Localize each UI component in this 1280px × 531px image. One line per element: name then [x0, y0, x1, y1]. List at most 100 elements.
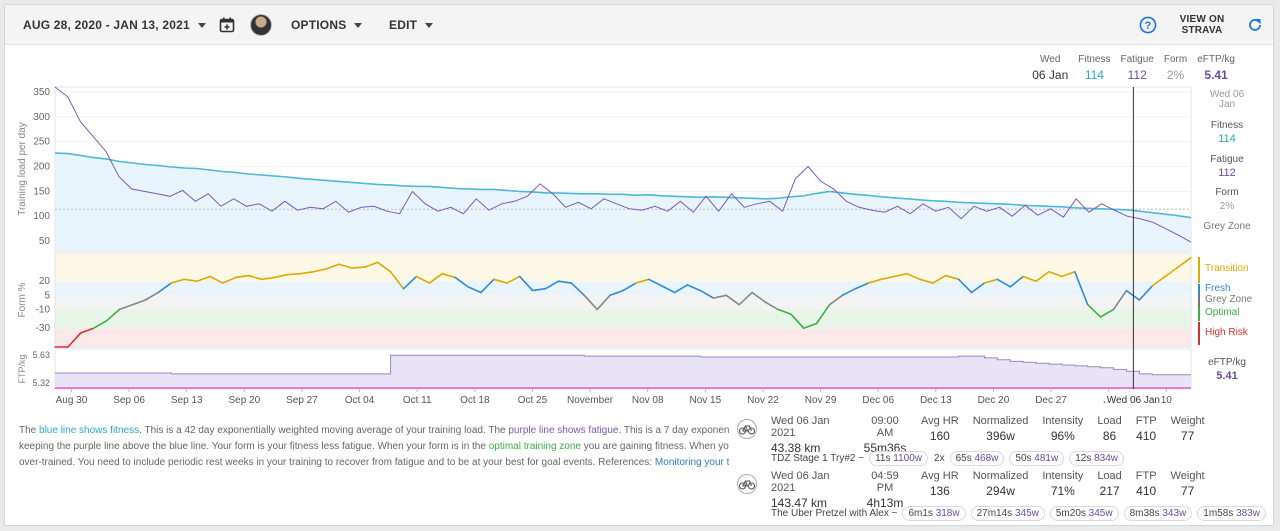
form-line-segment: [596, 294, 611, 311]
form-line-segment: [260, 276, 276, 281]
form-line-segment: [376, 261, 392, 273]
load-tick-label: 150: [33, 186, 50, 197]
fitness-card: AUG 28, 2020 - JAN 13, 2021 OPTIONS EDIT…: [4, 4, 1274, 526]
form-axis-label: Form %: [17, 282, 28, 317]
form-line-segment: [222, 276, 237, 284]
x-tick-label: Aug 30: [56, 395, 88, 406]
form-line-segment: [80, 327, 95, 334]
cursor-label-bg: [1105, 392, 1162, 406]
form-line-segment: [157, 282, 172, 294]
form-line-segment: [364, 261, 379, 268]
form-line-segment: [1099, 308, 1115, 318]
form-line-segment: [660, 285, 676, 294]
form-line-segment: [970, 282, 986, 294]
summary-form: Form 2%: [1163, 54, 1188, 82]
x-tick-label: Nov 15: [689, 395, 721, 406]
form-line-segment: [415, 275, 431, 284]
form-line-segment: [725, 294, 740, 306]
x-tick-label: Dec 20: [978, 395, 1010, 406]
refresh-icon: [1249, 19, 1261, 31]
interval-chip[interactable]: 65s 468w: [949, 451, 1005, 466]
form-line-segment: [828, 294, 844, 306]
form-zone-band: [55, 281, 1191, 296]
form-line-segment: [699, 289, 715, 299]
form-line-segment: [67, 332, 82, 348]
form-line-segment: [1035, 270, 1050, 283]
interval-chip[interactable]: 6m1s 318w: [902, 506, 966, 521]
view-on-strava-button[interactable]: VIEW ON STRAVA: [1175, 5, 1229, 45]
legend-fresh: Fresh: [1205, 283, 1231, 294]
interval-chip[interactable]: 11s 1100w: [869, 451, 929, 466]
form-line-segment: [880, 275, 895, 281]
x-tick-label: Dec 13: [920, 395, 952, 406]
legend-fitness-label: Fitness: [1211, 120, 1243, 131]
form-zone-band: [55, 309, 1191, 329]
fitness-area: [55, 153, 1191, 251]
form-line-segment: [312, 268, 327, 273]
calendar-button[interactable]: [219, 5, 235, 45]
cursor-date-label: Wed 06 Jan: [1107, 395, 1160, 406]
form-line-segment: [351, 266, 366, 269]
form-line-segment: [493, 278, 508, 284]
form-line-segment: [389, 270, 405, 290]
options-dropdown[interactable]: OPTIONS: [291, 5, 363, 45]
help-icon: ?: [1139, 16, 1157, 34]
form-line-segment: [1074, 270, 1089, 306]
form-line-segment: [131, 299, 147, 306]
chevron-down-icon: [425, 22, 434, 28]
refresh-button[interactable]: [1247, 5, 1263, 45]
form-line-segment: [247, 274, 263, 281]
form-line-segment: [919, 278, 934, 284]
form-line-segment: [673, 284, 689, 294]
date-range-dropdown[interactable]: AUG 28, 2020 - JAN 13, 2021: [23, 5, 206, 45]
x-tick-label: Oct 25: [518, 395, 548, 406]
form-line-segment: [480, 278, 495, 294]
form-line-segment: [622, 282, 637, 292]
interval-chip[interactable]: 5m20s 345w: [1049, 506, 1119, 521]
legend-optimal: Optimal: [1205, 307, 1239, 318]
form-tick-label: 20: [39, 276, 51, 287]
form-line-segment: [506, 275, 521, 284]
legend-date: Wed 06: [1210, 89, 1245, 100]
interval-chip[interactable]: 12s 834w: [1069, 451, 1125, 466]
form-line-segment: [531, 287, 547, 292]
load-axis-label: Training load per day: [17, 122, 28, 216]
form-line-segment: [648, 278, 663, 287]
form-line-segment: [1048, 270, 1063, 278]
form-line-segment: [299, 270, 314, 275]
form-line-segment: [196, 275, 211, 283]
fitness-text: blue line shows fitness: [39, 425, 140, 436]
form-line-segment: [544, 280, 560, 290]
form-line-segment: [777, 308, 792, 315]
form-line-segment: [1177, 256, 1192, 268]
form-zone-band: [55, 253, 1191, 282]
fitness-line: [54, 152, 1192, 219]
form-line-segment: [790, 313, 805, 330]
interval-chip[interactable]: 50s 481w: [1009, 451, 1065, 466]
view-on-strava-line2: STRAVA: [1181, 25, 1223, 36]
x-axis: Aug 30 Sep 06 Sep 13 Sep 20 Sep 27 Oct 04 Oct …: [56, 389, 1172, 406]
interval-chip[interactable]: 1m58s 383w: [1197, 506, 1266, 521]
form-line-segment: [402, 275, 418, 290]
form-line-segment: [1009, 275, 1024, 288]
form-line-segment: [1112, 289, 1128, 311]
x-tick-label: Oct 04: [345, 395, 375, 406]
form-line-segment: [92, 319, 108, 330]
fitness-chart[interactable]: 350 300 250 200 150 100 50 Training load per da…: [5, 5, 1274, 417]
form-line-segment: [467, 286, 482, 294]
view-on-strava-line1: VIEW ON: [1179, 14, 1225, 25]
interval-chip[interactable]: 27m14s 345w: [970, 506, 1045, 521]
summary-fitness: Fitness 114: [1078, 54, 1111, 82]
interval-chip[interactable]: 8m38s 343w: [1123, 506, 1193, 521]
monitoring-link[interactable]: Monitoring your trai: [654, 457, 729, 468]
ftp-panel: 5.63 5.32 FTP/kg: [17, 348, 1192, 390]
x-tick-label: Dec 27: [1035, 395, 1067, 406]
athlete-avatar-button[interactable]: [250, 5, 272, 45]
help-button[interactable]: ?: [1139, 5, 1157, 45]
form-line-segment: [815, 303, 831, 325]
x-tick-label: Nov 29: [805, 395, 837, 406]
toolbar: AUG 28, 2020 - JAN 13, 2021 OPTIONS EDIT…: [5, 5, 1273, 45]
form-line-segment: [751, 291, 766, 303]
edit-dropdown[interactable]: EDIT: [389, 5, 434, 45]
ftp-axis-label: FTP/kg: [17, 354, 27, 383]
